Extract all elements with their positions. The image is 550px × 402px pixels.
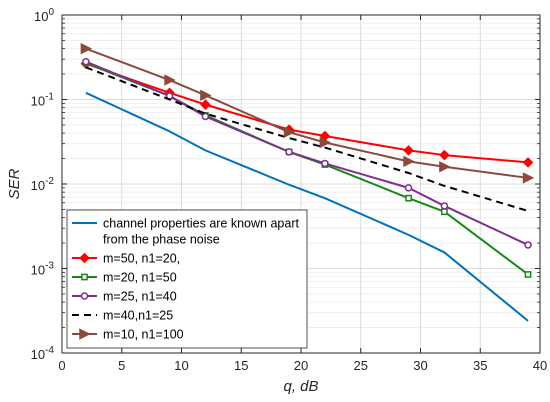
y-tick-label: 100 bbox=[34, 7, 54, 24]
series-line bbox=[85, 62, 529, 164]
data-point bbox=[321, 159, 329, 168]
y-axis-label: SER bbox=[6, 168, 23, 199]
data-point bbox=[319, 136, 332, 149]
ticks bbox=[61, 14, 541, 354]
legend-label: m=25, n1=40 bbox=[103, 290, 177, 304]
data-point bbox=[439, 161, 451, 173]
legend-marker bbox=[79, 328, 91, 340]
x-tick-label: 5 bbox=[118, 358, 125, 373]
data-point bbox=[403, 145, 414, 156]
x-tick-label: 10 bbox=[174, 358, 188, 373]
legend-marker bbox=[79, 252, 90, 264]
x-tick-label: 20 bbox=[294, 358, 308, 373]
data-point bbox=[404, 184, 413, 192]
legend-label: m=10, n1=100 bbox=[103, 328, 184, 342]
data-point bbox=[524, 241, 532, 249]
data-point bbox=[285, 148, 293, 156]
legend-entry-4: m=25, n1=40 bbox=[72, 290, 177, 304]
data-point bbox=[164, 74, 176, 86]
series-line bbox=[85, 47, 529, 179]
x-tick-label: 0 bbox=[58, 358, 65, 373]
x-tick-label: 15 bbox=[234, 358, 248, 373]
data-point bbox=[440, 202, 449, 210]
y-tick-label: 10-4 bbox=[31, 345, 55, 362]
x-tick-label: 25 bbox=[354, 358, 368, 373]
legend-entry-5: m=40,n1=25 bbox=[72, 309, 173, 323]
data-point bbox=[283, 126, 296, 138]
series-6 bbox=[80, 42, 535, 184]
y-tick-label: 10-2 bbox=[31, 176, 55, 193]
data-point bbox=[439, 149, 450, 161]
series-line bbox=[85, 60, 529, 246]
y-tick-label: 10-1 bbox=[31, 92, 55, 109]
data-point bbox=[441, 208, 448, 216]
legend-entry-3: m=20, n1=50 bbox=[72, 271, 177, 285]
legend-label: from the phase noise bbox=[103, 233, 220, 247]
legend: channel properties are known apart from t… bbox=[66, 209, 308, 349]
x-tick-label: 40 bbox=[533, 358, 547, 373]
tick-labels: 0 5 10 15 20 25 30 35 40 10-4 10-3 10-2 10-1 100 bbox=[31, 7, 548, 373]
series-line bbox=[85, 66, 529, 212]
data-point bbox=[200, 89, 212, 102]
legend-entry-1: channel properties are known apart from t… bbox=[72, 217, 299, 247]
data-point bbox=[201, 112, 210, 121]
x-tick-label: 30 bbox=[413, 358, 427, 373]
series-layer bbox=[80, 42, 535, 322]
x-tick-label: 35 bbox=[473, 358, 487, 373]
legend-label: m=20, n1=50 bbox=[103, 271, 177, 285]
data-point bbox=[522, 157, 534, 168]
legend-entry-2: m=50, n1=20, bbox=[72, 252, 180, 266]
series-5 bbox=[85, 66, 529, 212]
data-point bbox=[524, 271, 532, 278]
legend-label: m=50, n1=20, bbox=[103, 252, 180, 266]
data-point bbox=[80, 42, 93, 55]
x-axis-label: q, dB bbox=[283, 378, 318, 395]
data-point bbox=[200, 99, 211, 110]
data-point bbox=[82, 57, 90, 66]
series-4 bbox=[82, 57, 532, 249]
y-tick-label: 10-3 bbox=[31, 261, 55, 278]
legend-entry-6: m=10, n1=100 bbox=[72, 328, 184, 342]
series-line bbox=[85, 91, 529, 322]
data-point bbox=[405, 194, 412, 202]
data-point bbox=[403, 155, 415, 168]
legend-marker bbox=[81, 273, 88, 281]
series-1 bbox=[85, 91, 529, 322]
data-point bbox=[522, 172, 535, 184]
legend-label: m=40,n1=25 bbox=[103, 309, 173, 323]
legend-box bbox=[66, 209, 308, 349]
legend-label: channel properties are known apart bbox=[103, 217, 299, 231]
legend-marker bbox=[80, 292, 89, 300]
